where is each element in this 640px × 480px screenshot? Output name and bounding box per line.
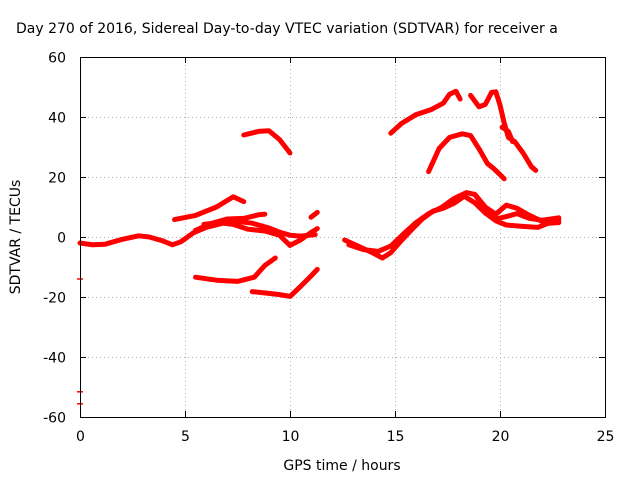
y-tick-label: -40	[43, 351, 66, 367]
data-layer	[77, 88, 562, 405]
y-tick-label: 40	[48, 111, 66, 127]
series-s10-line	[346, 190, 562, 254]
series-s14-line	[468, 89, 539, 173]
series-s5-line	[241, 128, 293, 156]
x-tick-label: 10	[282, 429, 300, 445]
series-s7-line	[249, 266, 320, 299]
x-tick-label: 0	[76, 429, 85, 445]
series-s2-line	[172, 194, 247, 223]
y-tick-label: 60	[48, 51, 66, 67]
series-s13-line	[426, 131, 507, 182]
x-tick-label: 25	[597, 429, 615, 445]
axis-ticks: 0 5 10 15 20 25 -60 -40 -20 0 20 40 60	[43, 51, 614, 446]
y-tick-label: 0	[57, 231, 66, 247]
series-s6-line	[193, 255, 278, 284]
x-tick-label: 15	[387, 429, 405, 445]
series-s9-line	[342, 193, 562, 261]
x-tick-label: 20	[492, 429, 510, 445]
series-s4-line	[201, 220, 320, 248]
y-axis-label: SDTVAR / TECUs	[8, 180, 24, 295]
y-tick-label: -20	[43, 291, 66, 307]
series-s11-line	[472, 191, 562, 224]
x-axis-label: GPS time / hours	[283, 458, 400, 474]
gridlines	[80, 57, 605, 417]
chart-title: Day 270 of 2016, Sidereal Day-to-day VTE…	[16, 21, 558, 37]
y-tick-label: 20	[48, 171, 66, 187]
series-s8-line	[308, 209, 320, 220]
x-tick-label: 5	[181, 429, 190, 445]
series-s12-line	[388, 88, 463, 136]
y-tick-label: -60	[43, 411, 66, 427]
series-s1-line	[77, 218, 318, 248]
series-s15-line	[499, 124, 516, 145]
